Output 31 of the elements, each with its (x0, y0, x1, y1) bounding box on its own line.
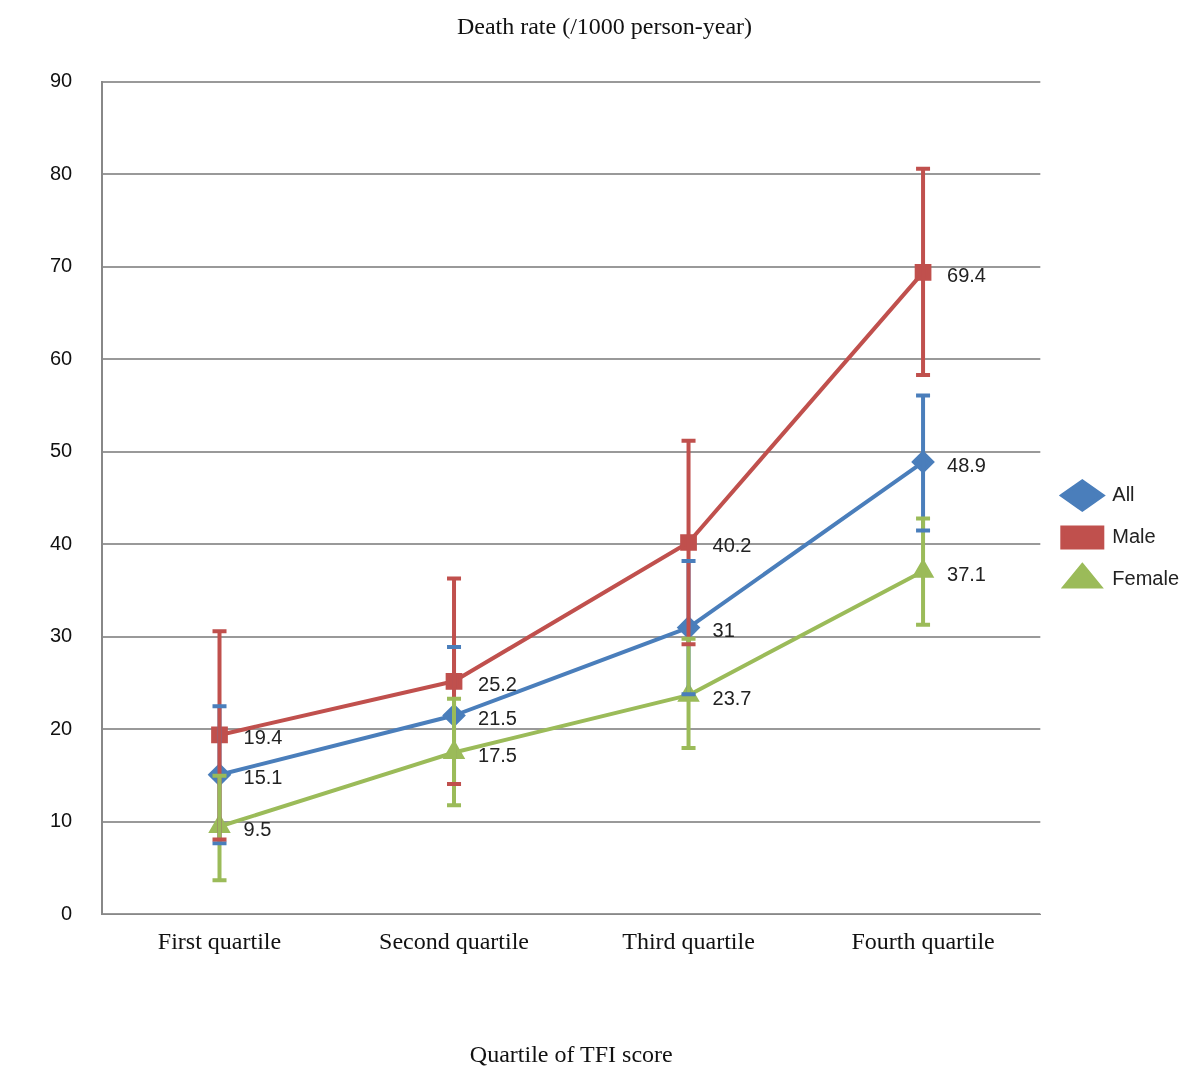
x-axis-title: Quartile of TFI score (469, 1040, 673, 1067)
data-label: 17.5 (478, 744, 517, 767)
data-label: 40.2 (712, 534, 752, 557)
x-tick-label: Second quartile (379, 928, 529, 955)
y-tick-label: 50 (50, 439, 73, 462)
data-label: 69.4 (947, 263, 986, 286)
y-tick-label: 20 (50, 716, 73, 739)
y-tick-label: 60 (50, 346, 73, 369)
y-tick-label: 10 (50, 809, 73, 832)
data-label: 31 (712, 619, 735, 642)
data-label: 48.9 (947, 453, 986, 476)
data-label: 23.7 (712, 686, 752, 709)
y-tick-label: 0 (61, 901, 73, 924)
data-label: 9.5 (243, 818, 272, 841)
legend-label: All (1112, 483, 1135, 506)
y-tick-label: 90 (50, 69, 73, 92)
x-tick-label: Third quartile (622, 928, 755, 955)
data-label: 21.5 (478, 707, 517, 730)
chart-title: Death rate (/1000 person-year) (456, 12, 753, 39)
data-label: 37.1 (947, 562, 986, 585)
y-tick-label: 70 (50, 254, 73, 277)
legend-label: Female (1112, 567, 1180, 590)
data-label: 15.1 (243, 766, 283, 789)
legend-label: Male (1112, 525, 1156, 548)
y-tick-label: 30 (50, 624, 73, 647)
y-tick-label: 80 (50, 161, 73, 184)
data-label: 19.4 (243, 726, 283, 749)
y-tick-label: 40 (50, 531, 73, 554)
data-label: 25.2 (478, 672, 517, 695)
x-tick-label: Fourth quartile (851, 928, 995, 955)
x-tick-label: First quartile (157, 928, 282, 955)
